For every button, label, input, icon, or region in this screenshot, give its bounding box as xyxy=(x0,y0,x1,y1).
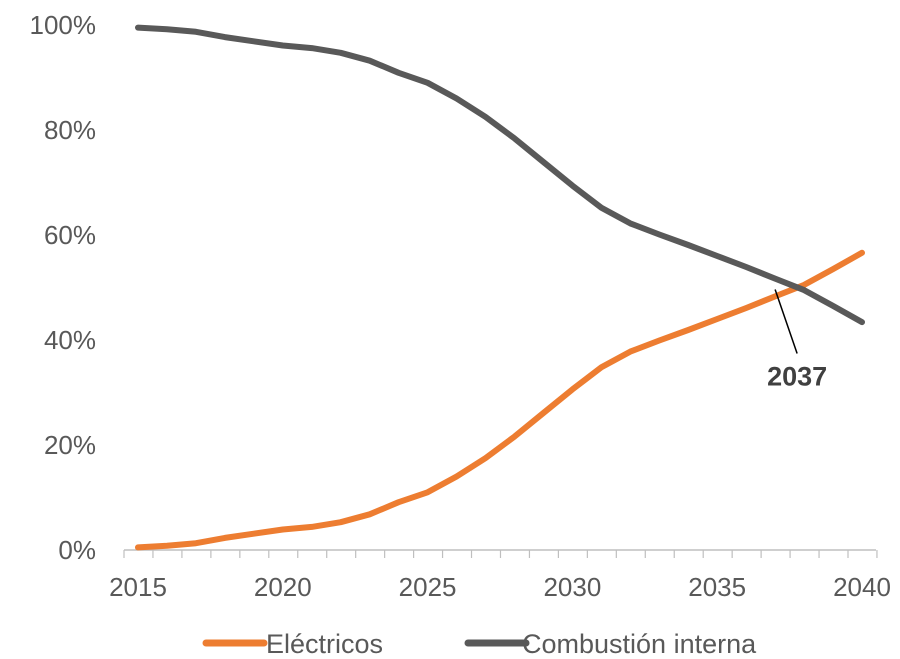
legend: Eléctricos Combustión interna xyxy=(202,629,757,659)
y-axis-tick-labels: 0% 20% 40% 60% 80% 100% xyxy=(30,10,97,565)
annotation-leader-line xyxy=(774,289,798,354)
y-tick-label: 0% xyxy=(58,535,96,565)
x-tick-label: 2040 xyxy=(833,572,891,602)
x-axis-tick-labels: 2015 2020 2025 2030 2035 2040 xyxy=(109,572,891,602)
series-line-electricos xyxy=(135,249,865,551)
annotation-label: 2037 xyxy=(767,362,827,392)
x-tick-label: 2025 xyxy=(399,572,457,602)
x-tick-label: 2035 xyxy=(688,572,746,602)
series-layer xyxy=(135,24,865,551)
legend-label: Combustión interna xyxy=(522,629,757,659)
y-tick-label: 40% xyxy=(44,325,96,355)
series-line-combustion-interna xyxy=(135,24,865,326)
y-tick-label: 80% xyxy=(44,115,96,145)
x-axis xyxy=(123,549,878,558)
y-tick-label: 60% xyxy=(44,220,96,250)
x-tick-label: 2030 xyxy=(543,572,601,602)
x-tick-label: 2015 xyxy=(109,572,167,602)
legend-label: Eléctricos xyxy=(266,629,383,659)
y-tick-label: 20% xyxy=(44,430,96,460)
x-tick-label: 2020 xyxy=(254,572,312,602)
y-tick-label: 100% xyxy=(30,10,97,40)
crossover-annotation: 2037 xyxy=(767,289,827,392)
